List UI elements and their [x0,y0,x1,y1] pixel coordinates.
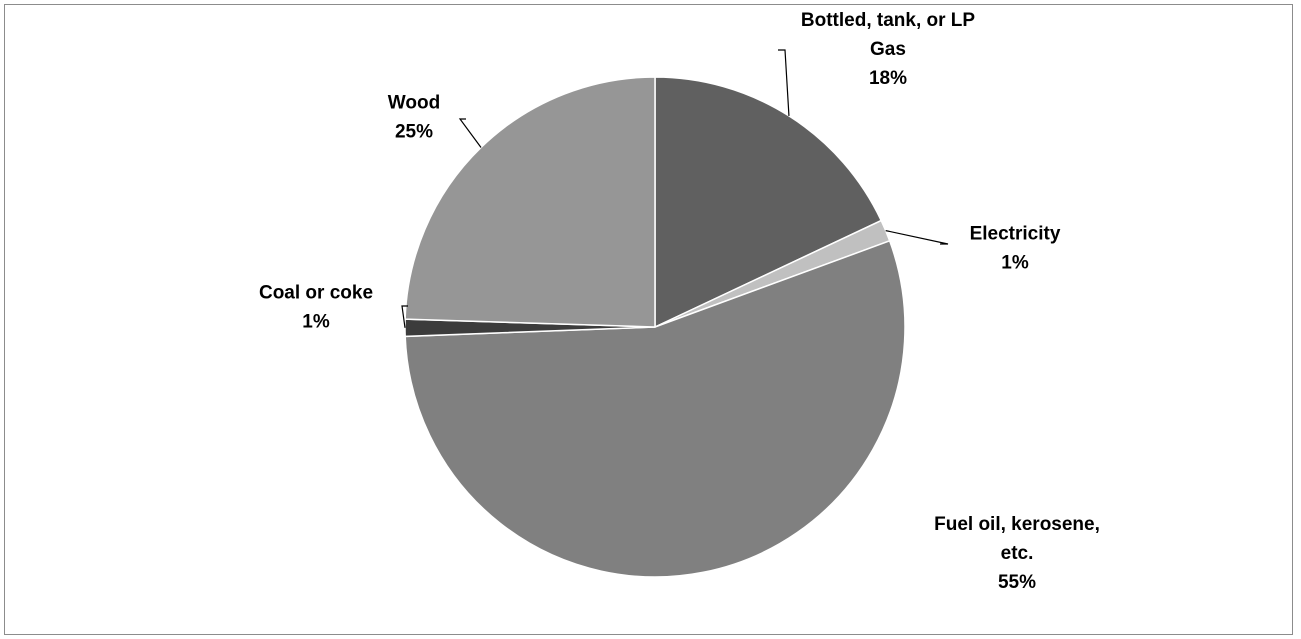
data-label-category: Fuel oil, kerosene, [934,514,1100,535]
leader-lines [401,49,949,328]
data-label-percent: 25% [395,122,433,143]
data-label-category: Coal or coke [259,283,373,304]
pie-slice [404,76,656,328]
data-labels: Bottled, tank, or LP Gas 18% Electricity 1% F… [259,10,1100,593]
data-label-category: Bottled, tank, or LP [801,10,976,31]
data-label-category: Wood [388,93,440,114]
data-label-percent: 1% [1001,253,1029,274]
data-label-percent: 55% [998,572,1036,593]
leader-line [458,118,482,148]
data-label-percent: 18% [869,68,907,89]
pie-slice [404,239,906,578]
data-label-category: etc. [1001,543,1034,564]
pie-slices [404,76,906,578]
data-label-category: Electricity [970,224,1061,245]
data-label-category: Gas [870,39,906,60]
leader-line [885,230,949,245]
data-label-percent: 1% [302,312,330,333]
leader-line [778,49,790,116]
leader-line [401,305,408,328]
